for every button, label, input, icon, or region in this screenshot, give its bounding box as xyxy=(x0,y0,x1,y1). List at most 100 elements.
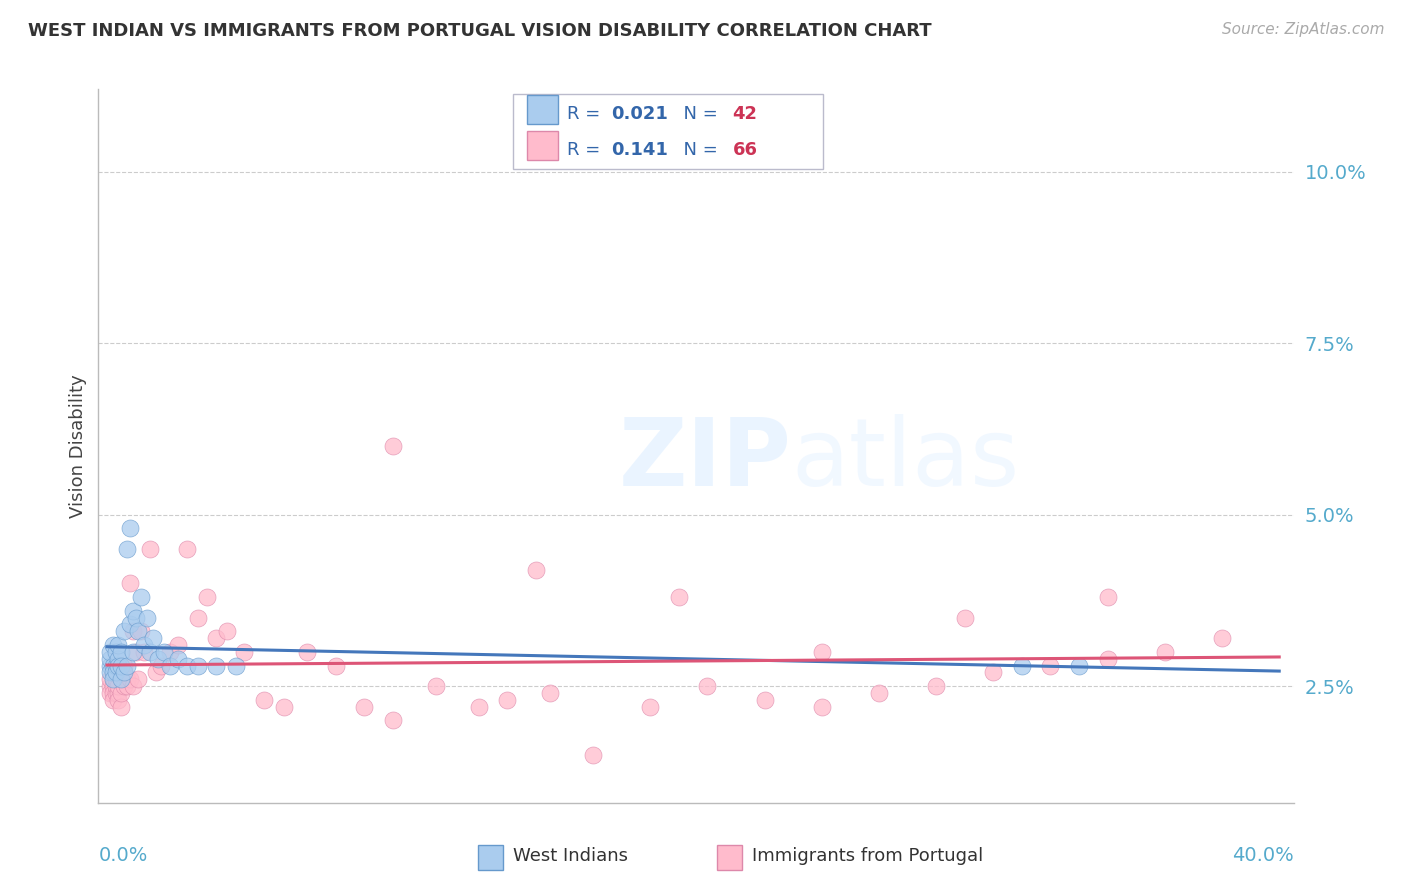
Point xyxy=(101,679,124,693)
Point xyxy=(104,686,127,700)
Point xyxy=(810,645,832,659)
Point xyxy=(107,651,129,665)
Text: Immigrants from Portugal: Immigrants from Portugal xyxy=(752,847,983,865)
Point xyxy=(115,679,138,693)
Point xyxy=(195,590,218,604)
Point xyxy=(121,604,143,618)
Point xyxy=(98,651,121,665)
Point xyxy=(204,631,226,645)
Point xyxy=(1097,590,1119,604)
Point xyxy=(153,645,176,659)
Text: atlas: atlas xyxy=(792,414,1019,507)
Point xyxy=(467,699,489,714)
Point xyxy=(115,658,138,673)
Point xyxy=(538,686,561,700)
Point xyxy=(124,610,146,624)
Text: R =: R = xyxy=(567,141,606,159)
Point xyxy=(115,541,138,556)
Point xyxy=(134,645,156,659)
Point xyxy=(754,693,776,707)
Point xyxy=(1039,658,1062,673)
Point xyxy=(145,665,167,680)
Text: West Indians: West Indians xyxy=(513,847,628,865)
Point xyxy=(104,679,127,693)
Point xyxy=(112,679,135,693)
Point xyxy=(668,590,690,604)
Point xyxy=(1011,658,1033,673)
Point xyxy=(381,714,404,728)
Point xyxy=(131,590,153,604)
Point xyxy=(110,673,132,687)
Point xyxy=(107,679,129,693)
Point xyxy=(98,679,121,693)
Point xyxy=(187,610,209,624)
Point xyxy=(118,673,141,687)
Point xyxy=(104,673,127,687)
Point xyxy=(868,686,890,700)
Text: N =: N = xyxy=(672,105,724,123)
Point xyxy=(150,658,173,673)
Point xyxy=(953,610,976,624)
Point xyxy=(353,699,375,714)
Point xyxy=(98,658,121,673)
Point xyxy=(187,658,209,673)
Y-axis label: Vision Disability: Vision Disability xyxy=(69,374,87,518)
Point xyxy=(101,693,124,707)
Text: WEST INDIAN VS IMMIGRANTS FROM PORTUGAL VISION DISABILITY CORRELATION CHART: WEST INDIAN VS IMMIGRANTS FROM PORTUGAL … xyxy=(28,22,932,40)
Text: ZIP: ZIP xyxy=(619,414,792,507)
Point xyxy=(110,658,132,673)
Point xyxy=(112,658,135,673)
Point xyxy=(104,658,127,673)
Point xyxy=(134,638,156,652)
Point xyxy=(381,439,404,453)
Point xyxy=(101,686,124,700)
Point xyxy=(101,665,124,680)
Text: R =: R = xyxy=(567,105,606,123)
Point xyxy=(107,638,129,652)
Point xyxy=(110,699,132,714)
Point xyxy=(107,658,129,673)
Point xyxy=(101,658,124,673)
Point xyxy=(148,651,170,665)
Point xyxy=(638,699,661,714)
Point xyxy=(981,665,1004,680)
Point xyxy=(131,624,153,639)
Point xyxy=(112,624,135,639)
Text: Source: ZipAtlas.com: Source: ZipAtlas.com xyxy=(1222,22,1385,37)
Point xyxy=(204,658,226,673)
Text: N =: N = xyxy=(672,141,724,159)
Point xyxy=(142,631,165,645)
Point xyxy=(118,576,141,591)
Point xyxy=(925,679,948,693)
Text: 40.0%: 40.0% xyxy=(1232,846,1294,864)
Point xyxy=(496,693,519,707)
Point xyxy=(139,645,162,659)
Text: 66: 66 xyxy=(733,141,758,159)
Point xyxy=(110,645,132,659)
Point xyxy=(107,686,129,700)
Point xyxy=(101,673,124,687)
Text: 0.021: 0.021 xyxy=(612,105,668,123)
Point xyxy=(696,679,718,693)
Point xyxy=(1097,651,1119,665)
Point xyxy=(1153,645,1175,659)
Point xyxy=(110,673,132,687)
Point xyxy=(295,645,318,659)
Text: 0.141: 0.141 xyxy=(612,141,668,159)
Text: 0.0%: 0.0% xyxy=(98,846,148,864)
Point xyxy=(104,645,127,659)
Point xyxy=(810,699,832,714)
Point xyxy=(136,610,159,624)
Point xyxy=(104,665,127,680)
Point xyxy=(98,686,121,700)
Point xyxy=(101,638,124,652)
Point xyxy=(253,693,276,707)
Point xyxy=(159,645,181,659)
Point xyxy=(118,617,141,632)
Point xyxy=(124,645,146,659)
Point xyxy=(107,693,129,707)
Point xyxy=(121,645,143,659)
Point xyxy=(233,645,256,659)
Point xyxy=(98,673,121,687)
Point xyxy=(582,747,605,762)
